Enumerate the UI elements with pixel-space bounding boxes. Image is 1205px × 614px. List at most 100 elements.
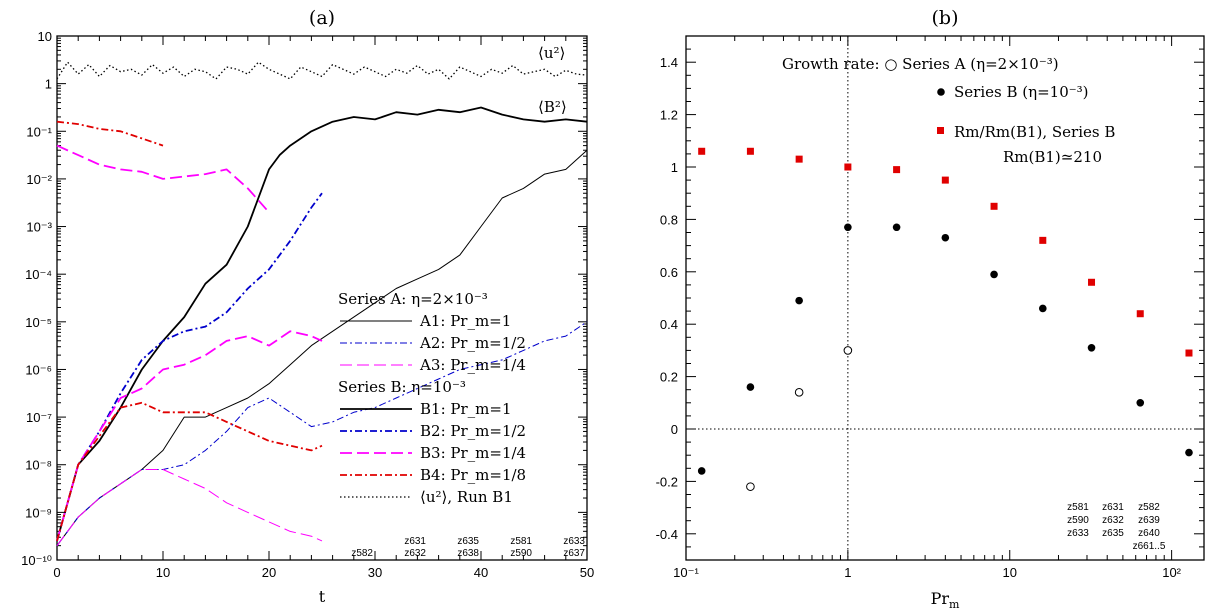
a-xtick-label: 50: [580, 565, 594, 580]
a-ytick-label: 1: [45, 77, 52, 92]
b-xtick-label: 10: [1003, 565, 1017, 580]
legend-group-title: Series B: η=10⁻³: [338, 378, 466, 396]
legend-series-b: Series B (η=10⁻³): [954, 83, 1089, 101]
series-line: [56, 330, 323, 542]
panel-a-title: (a): [309, 7, 335, 29]
point-rm-ratio: [844, 163, 852, 171]
point-series-b: [697, 467, 706, 475]
panel-b-run-labels: z581 z631 z582 z590 z632 z639 z633 z635 z640 z661…: [1067, 502, 1166, 552]
b-ytick-label: 0: [671, 422, 678, 437]
a-xtick-label: 10: [156, 565, 170, 580]
point-series-a: [746, 482, 755, 491]
series-line: [56, 106, 588, 542]
point-rm-ratio: [941, 176, 949, 184]
point-rm-ratio: [746, 147, 754, 155]
point-series-b: [1038, 304, 1047, 313]
b-xtick-label: 10²: [1162, 565, 1181, 580]
point-rm-ratio: [1185, 349, 1193, 357]
run-label: z637: [563, 548, 585, 559]
point-rm-ratio: [893, 166, 901, 174]
a-ytick-label: 10: [38, 29, 52, 44]
series-line: [56, 469, 323, 546]
a-ytick-label: 10⁻⁶: [25, 362, 52, 377]
legend-entry: B4: Pr_m=1/8: [420, 466, 526, 484]
b-ytick-label: 0.4: [660, 317, 678, 332]
legend-entry: A2: Pr_m=1/2: [419, 334, 526, 352]
point-series-b: [1185, 448, 1193, 457]
point-rm-ratio: [698, 147, 706, 155]
b-ytick-label: 0.8: [660, 212, 678, 227]
b-ytick-label: 0.2: [660, 370, 678, 385]
run-label: z632: [1102, 515, 1124, 526]
run-label: z581: [1067, 502, 1089, 513]
annotation-u2: ⟨u²⟩: [538, 44, 565, 62]
series-line: [56, 61, 588, 80]
annotation-b2: ⟨B²⟩: [538, 98, 567, 116]
b-ytick-label: -0.2: [656, 474, 678, 489]
a-ytick-label: 10⁻⁴: [25, 267, 52, 282]
series-line: [56, 144, 270, 213]
a-ytick-label: 10⁻¹⁰: [21, 553, 52, 568]
run-label: z582: [351, 548, 373, 559]
point-series-a: [843, 346, 853, 355]
point-series-b: [844, 223, 852, 232]
panel-a-xlabel: t: [319, 587, 326, 606]
a-ytick-label: 10⁻⁸: [25, 458, 52, 473]
legend-entry: B3: Pr_m=1/4: [420, 444, 526, 462]
point-rm-ratio: [795, 155, 803, 163]
run-label: z635: [1102, 528, 1124, 539]
b-ytick-label: 1.2: [660, 108, 678, 123]
point-rm-ratio: [1088, 278, 1096, 286]
point-series-b: [1087, 343, 1096, 352]
legend-entry: B2: Pr_m=1/2: [420, 422, 526, 440]
run-label: z639: [1138, 515, 1160, 526]
run-label: z638: [457, 548, 479, 559]
a-xtick-label: 40: [474, 565, 488, 580]
run-label: z632: [404, 548, 426, 559]
a-ytick-label: 10⁻⁹: [25, 505, 52, 520]
panel-b: (b) 10⁻¹ 1 10 10²-0.4-0.200.20.40.60.811.21…: [656, 7, 1205, 611]
point-rm-ratio: [990, 202, 998, 210]
panel-b-title: (b): [932, 7, 959, 29]
series-line: [56, 401, 323, 542]
point-rm-ratio: [1039, 236, 1047, 244]
run-label: z635: [457, 536, 479, 547]
a-ytick-label: 10⁻³: [26, 220, 52, 235]
legend-entry: A1: Pr_m=1: [419, 312, 511, 330]
b-ytick-label: 1.4: [660, 55, 678, 70]
run-label: z640: [1138, 528, 1160, 539]
panel-a-frame: [56, 35, 588, 561]
panel-a-ticks: 0 10 20 30 40 50 10⁻¹⁰ 10⁻⁹ 10⁻⁸ 10⁻⁷ 10⁻⁶ 10⁻⁵ 10⁻⁴…: [21, 29, 594, 580]
legend-entry: ⟨u²⟩, Run B1: [420, 488, 513, 506]
run-label: z633: [563, 536, 585, 547]
a-xtick-label: 0: [53, 565, 60, 580]
a-ytick-label: 10⁻²: [26, 172, 52, 187]
series-line: [56, 120, 164, 147]
a-ytick-label: 10⁻⁵: [25, 315, 52, 330]
a-xtick-label: 20: [262, 565, 276, 580]
series-line: [56, 192, 323, 542]
panel-a-legend: Series A: η=2×10⁻³ A1: Pr_m=1 A2: Pr_m=1/2…: [338, 290, 526, 506]
a-ytick-label: 10⁻¹: [26, 124, 52, 139]
panel-a-lines: [56, 61, 588, 546]
b-ytick-label: -0.4: [656, 527, 678, 542]
b-ytick-label: 1: [671, 160, 678, 175]
run-label: z661..5: [1133, 541, 1166, 552]
legend-marker-b: [937, 88, 945, 96]
point-series-b: [941, 233, 950, 242]
legend-marker-rm: [937, 127, 944, 134]
panel-b-points: [697, 147, 1193, 491]
legend-entry: B1: Pr_m=1: [420, 400, 512, 418]
a-ytick-label: 10⁻⁷: [26, 410, 52, 425]
run-label: z633: [1067, 528, 1089, 539]
panel-b-xlabel: Prm: [931, 589, 960, 611]
series-line: [56, 149, 588, 546]
point-series-b: [795, 296, 803, 305]
legend-rm: Rm/Rm(B1), Series B: [954, 123, 1115, 141]
b-xtick-label: 1: [844, 565, 851, 580]
point-series-b: [1136, 399, 1145, 407]
run-label: z631: [404, 536, 426, 547]
a-xtick-label: 30: [368, 565, 382, 580]
legend-entry: A3: Pr_m=1/4: [419, 356, 526, 374]
point-series-b: [892, 223, 901, 232]
